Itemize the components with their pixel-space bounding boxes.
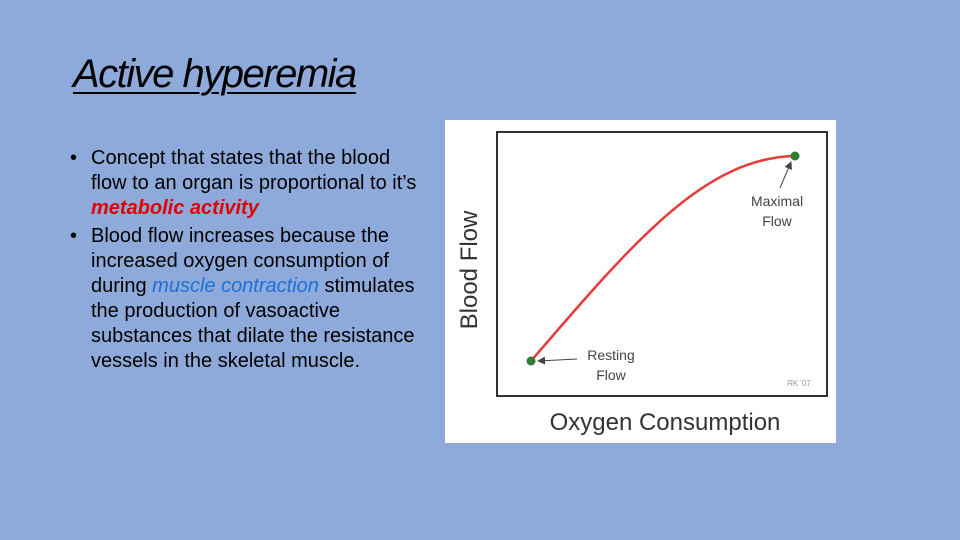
bullet-item: • Concept that states that the blood flo… (70, 146, 425, 221)
x-axis-label: Oxygen Consumption (550, 409, 781, 436)
maximal-flow-point (790, 151, 800, 161)
blood-flow-figure: Blood Flow Oxygen Consumption Resting Fl… (445, 120, 836, 443)
bullet-dot-icon: • (70, 147, 78, 169)
slide-title: Active hyperemia (73, 52, 357, 96)
resting-flow-label-line2: Flow (596, 367, 626, 383)
bullet-text: Concept that states that the blood flow … (91, 147, 417, 194)
bullet-item: • Blood flow increases because the incre… (70, 224, 425, 374)
bullet-dot-icon: • (70, 225, 78, 247)
highlight-muscle-contraction: muscle contraction (152, 275, 319, 297)
bullet-text: Blood flow increases because the increas… (91, 225, 389, 297)
resting-flow-arrow (537, 356, 578, 365)
maximal-flow-label-line2: Flow (762, 213, 792, 229)
plot-frame (496, 131, 828, 397)
bullet-text-end: stimulates the production of vasoactive … (91, 275, 415, 372)
blood-flow-diagram: Blood Flow Oxygen Consumption Resting Fl… (456, 131, 828, 436)
blood-flow-curve (530, 154, 796, 362)
maximal-flow-arrow (779, 161, 792, 189)
highlight-metabolic-activity: metabolic activity (91, 197, 259, 219)
resting-flow-label-line1: Resting (587, 347, 634, 363)
figure-credit: RK '07 (787, 379, 811, 388)
resting-flow-point (526, 356, 536, 366)
maximal-flow-label-line1: Maximal (751, 193, 803, 209)
y-axis-label: Blood Flow (456, 210, 483, 329)
bullet-list: • Concept that states that the blood flo… (70, 146, 425, 374)
